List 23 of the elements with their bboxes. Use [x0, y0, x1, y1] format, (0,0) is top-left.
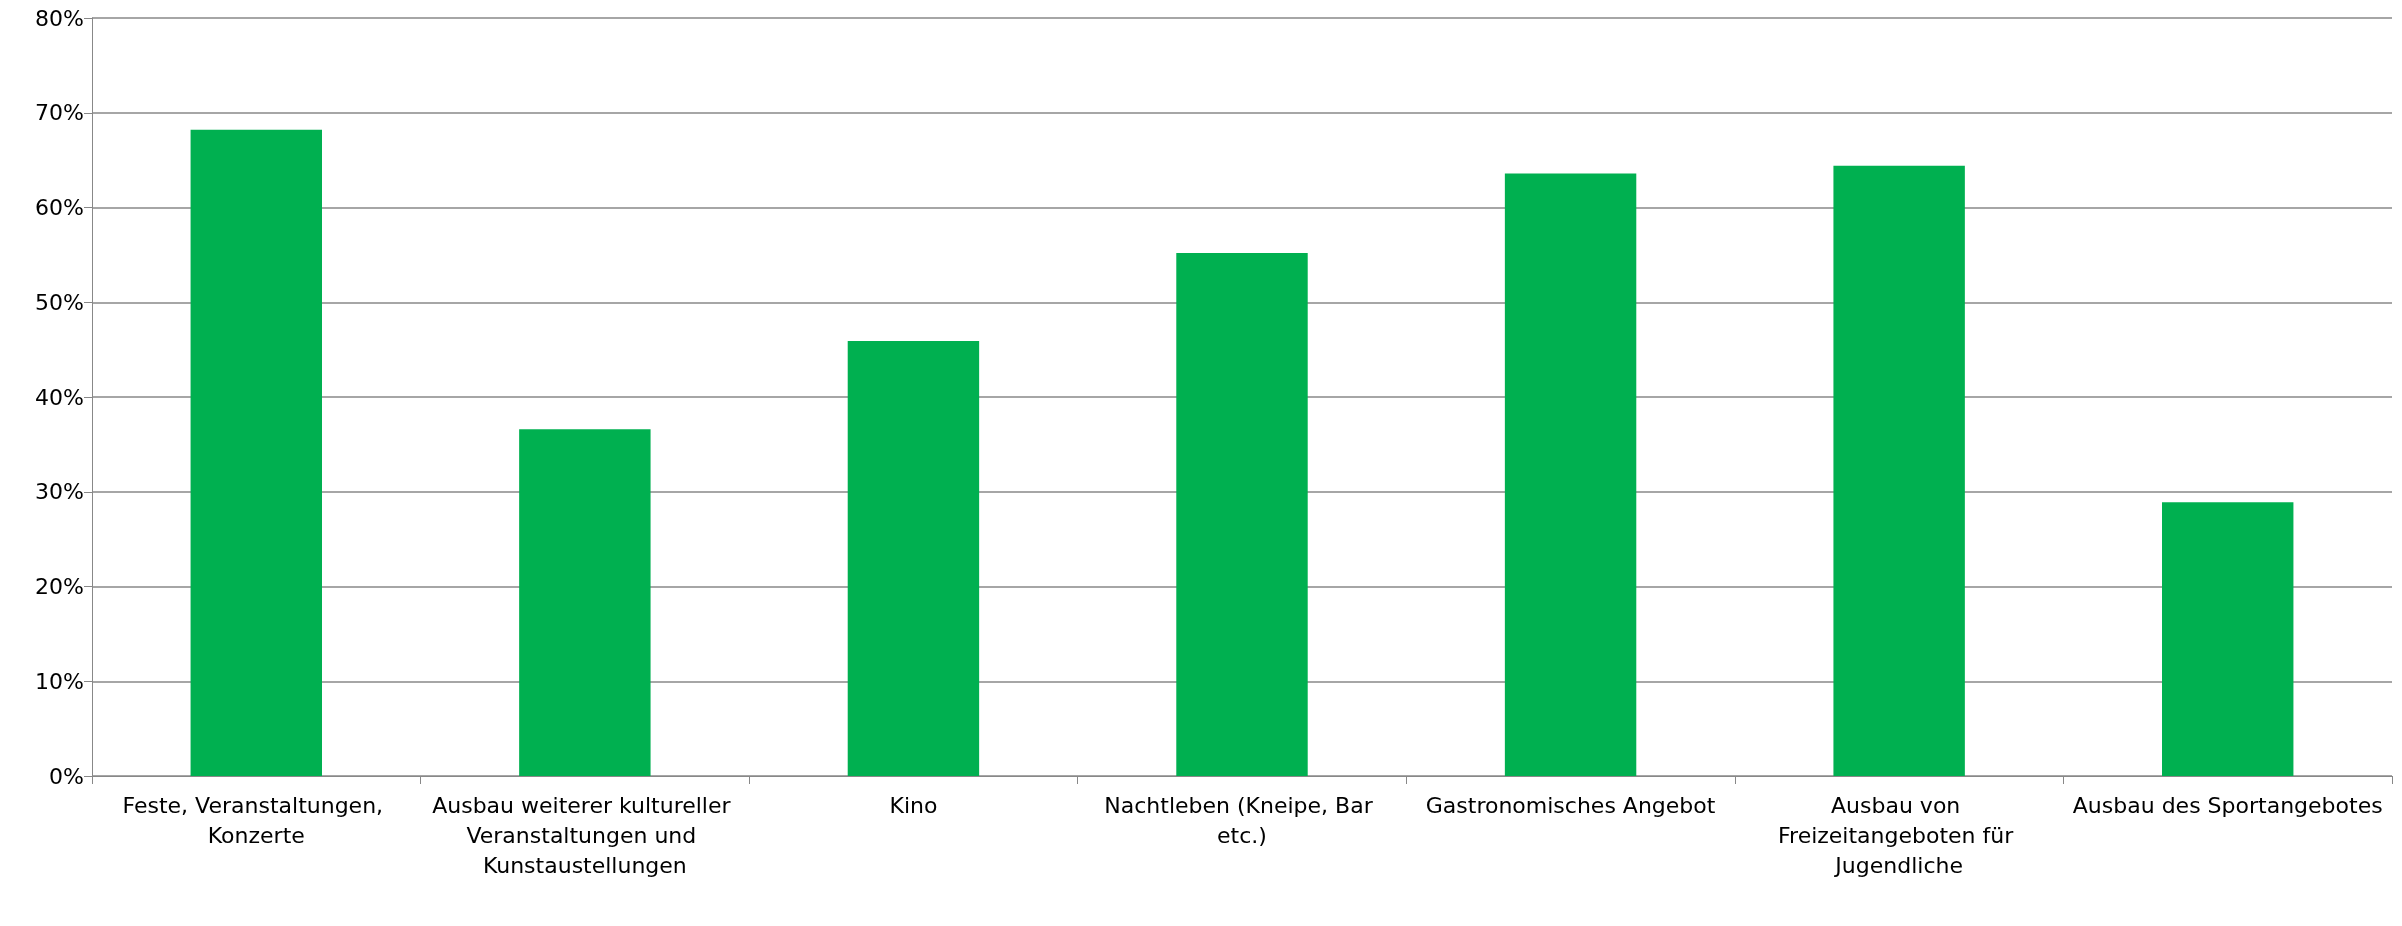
- bar: [1833, 165, 1965, 776]
- x-tick-label: Ausbau weiterer kultureller Veranstaltungen und Kunstaustellungen: [432, 792, 738, 878]
- y-tick-label: 10%: [35, 668, 84, 694]
- y-tick-label: 20%: [35, 574, 84, 599]
- y-tick-label: 60%: [35, 195, 84, 220]
- x-tick-label: Ausbau von Freizeitangeboten für Jugendliche: [1778, 792, 2021, 878]
- bar: [1176, 252, 1308, 776]
- x-tick-label: Ausbau des Sportangebotes: [2072, 792, 2383, 818]
- bar: [1504, 173, 1637, 776]
- x-tick-label: Nachtleben (Kneipe, Bar etc.): [1104, 792, 1380, 848]
- bar: [847, 341, 980, 776]
- x-tick-label: Feste, Veranstaltungen, Konzerte: [122, 792, 391, 848]
- y-tick-label: 50%: [35, 289, 84, 315]
- y-tick-label: 0%: [49, 763, 84, 789]
- x-tick-label: Gastronomisches Angebot: [1425, 792, 1716, 818]
- y-tick-label: 40%: [35, 384, 84, 410]
- bar: [519, 429, 651, 776]
- y-tick-label: 70%: [35, 100, 84, 126]
- x-tick-label: Kino: [889, 792, 938, 818]
- bar: [190, 129, 322, 776]
- bar: [2162, 502, 2294, 776]
- y-tick-label: 80%: [35, 5, 84, 31]
- y-tick-label: 30%: [35, 479, 84, 505]
